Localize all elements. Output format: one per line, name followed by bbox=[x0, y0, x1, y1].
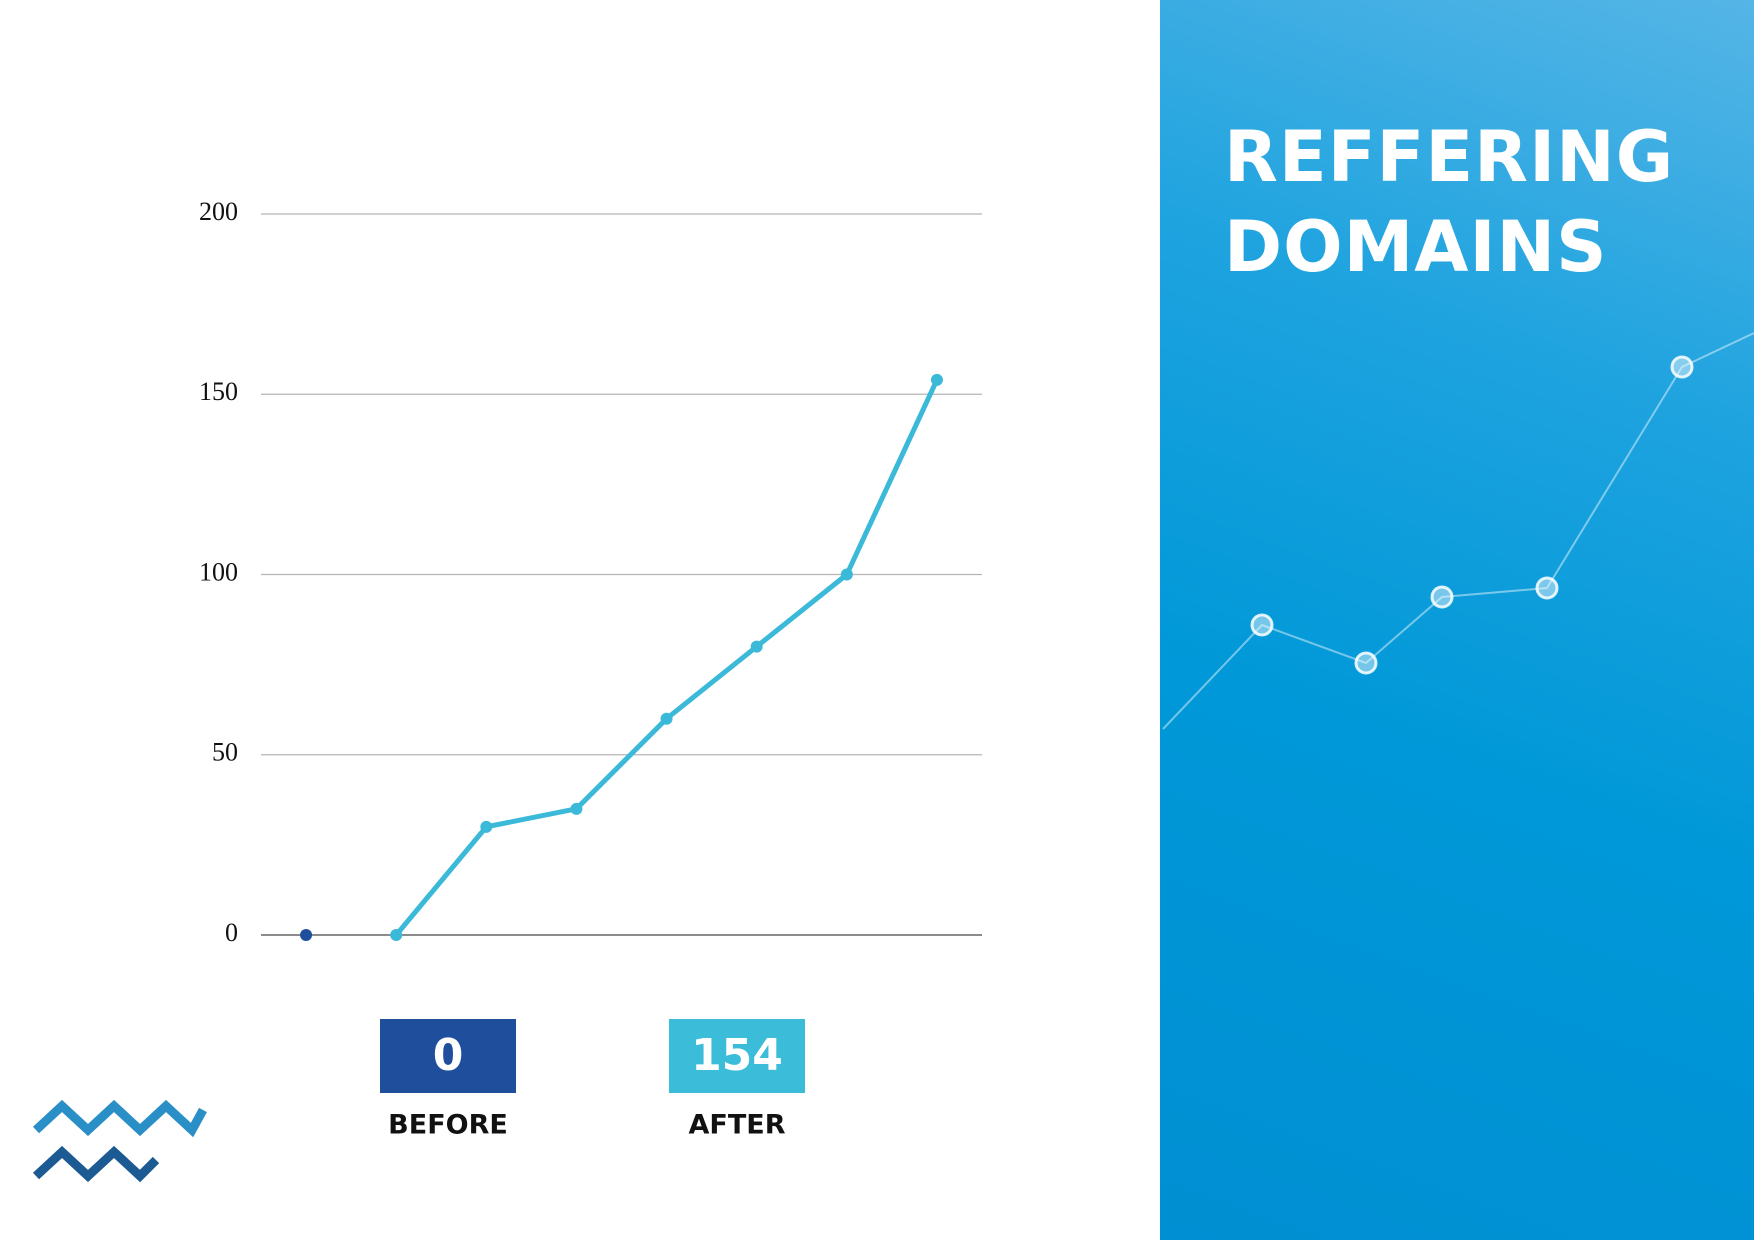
point bbox=[570, 802, 583, 815]
summary-value: 154 bbox=[691, 1030, 783, 1081]
y-tick-label: 200 bbox=[199, 197, 238, 226]
title: REFFERING DOMAINS bbox=[1224, 116, 1675, 288]
summary-label: AFTER bbox=[689, 1110, 786, 1141]
y-tick-label: 100 bbox=[199, 557, 238, 586]
point bbox=[480, 820, 493, 833]
logo bbox=[32, 1099, 207, 1183]
chart: 0 50 100 150 200 0 BEFORE 154 AFTER bbox=[32, 197, 982, 1183]
summary-box bbox=[669, 1019, 805, 1093]
line bbox=[394, 378, 940, 937]
summary-label: BEFORE bbox=[388, 1110, 508, 1141]
deco-line bbox=[1162, 332, 1754, 730]
summary-box bbox=[380, 1019, 516, 1093]
y-tick-label: 50 bbox=[212, 738, 238, 767]
deco-dots bbox=[1250, 355, 1694, 675]
point bbox=[930, 373, 943, 386]
summary-value: 0 bbox=[433, 1030, 464, 1081]
point bbox=[660, 712, 673, 725]
point bbox=[840, 568, 853, 581]
side-panel: REFFERING DOMAINS bbox=[1160, 0, 1754, 1240]
decoration bbox=[1162, 332, 1754, 730]
y-tick-label: 150 bbox=[199, 377, 238, 406]
y-tick-label: 0 bbox=[225, 918, 238, 947]
point bbox=[390, 929, 403, 941]
point bbox=[300, 929, 313, 941]
point bbox=[750, 640, 763, 653]
